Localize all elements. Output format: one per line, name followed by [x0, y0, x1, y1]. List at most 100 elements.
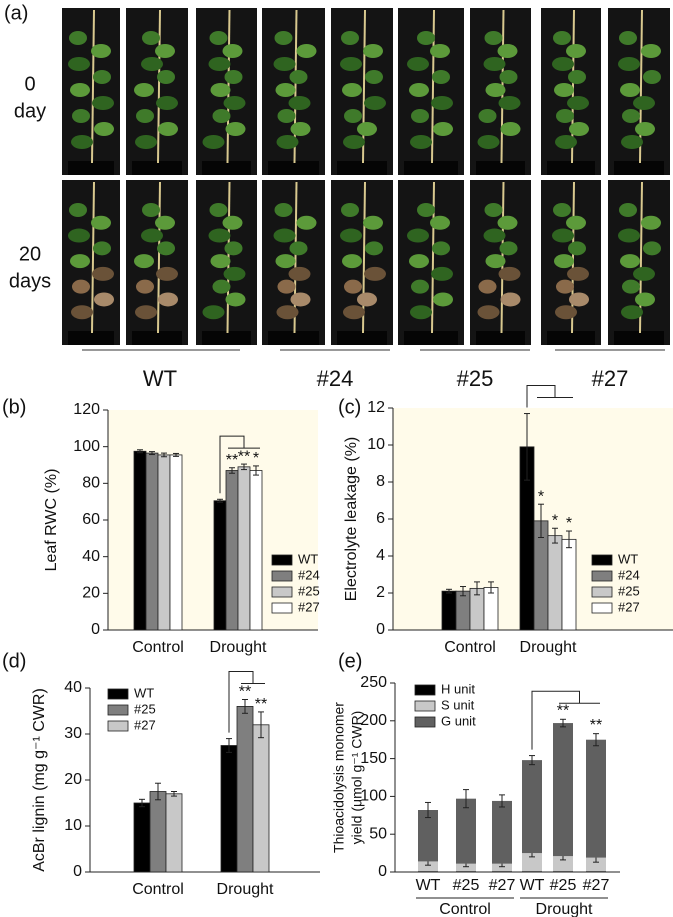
leaf [357, 122, 377, 136]
bar-segment [553, 856, 573, 872]
pot [68, 331, 114, 345]
error-bar [139, 798, 145, 808]
leaf [478, 279, 497, 294]
error-bar [155, 782, 161, 801]
photo [331, 8, 393, 175]
error-bar [474, 581, 480, 596]
leaf [432, 241, 450, 256]
leaf [483, 57, 506, 71]
y-tick-label: 100 [73, 438, 100, 455]
leaf [134, 254, 154, 269]
leaf [643, 241, 661, 256]
panel-label: (b) [2, 396, 26, 418]
y-tick-label: 6 [376, 510, 385, 527]
x-tick-label: Control [132, 639, 184, 656]
photo [331, 180, 393, 345]
pot [547, 331, 595, 345]
leaf [202, 305, 225, 320]
leaf [485, 254, 506, 269]
leaf [208, 57, 231, 71]
leaf [94, 292, 114, 307]
leaf [365, 70, 383, 84]
leaf [363, 215, 383, 230]
stake [91, 9, 95, 164]
leaf [635, 122, 655, 136]
y-axis-label: Leaf RWC (%) [43, 469, 60, 572]
y-tick-label: 0 [378, 863, 387, 880]
leaf [290, 292, 311, 307]
leaf [289, 241, 308, 256]
bar [149, 791, 167, 873]
leaf [69, 31, 87, 45]
pot [268, 161, 319, 175]
pot [476, 161, 525, 175]
leaf [134, 83, 154, 97]
leaf [274, 31, 293, 45]
leaf [209, 31, 228, 45]
leaf [275, 254, 296, 269]
significance: ** [239, 684, 251, 701]
x-tick-label: #25 [453, 877, 480, 894]
leaf [344, 109, 362, 123]
leaf [620, 83, 640, 97]
bar [236, 706, 254, 873]
significance: ** [238, 448, 250, 465]
genotype-label: WT [143, 366, 177, 391]
error-bar [593, 733, 599, 747]
leaf [155, 215, 175, 230]
significance-bracket [526, 385, 573, 408]
y-tick-label: 250 [360, 674, 387, 691]
leaf [552, 228, 574, 243]
bar [145, 452, 159, 631]
row-label: days [9, 270, 51, 292]
significance-bracket [219, 435, 260, 494]
leaf [155, 44, 175, 58]
bar-segment [586, 739, 606, 858]
significance: * [552, 512, 558, 529]
bar-segment [456, 871, 476, 872]
leaf [410, 135, 432, 149]
bar-segment [456, 863, 476, 872]
leaf [431, 96, 453, 110]
leaf [619, 203, 637, 217]
x-tick-label: #27 [583, 877, 610, 894]
bar [157, 454, 171, 631]
leaf [433, 122, 453, 136]
stake [157, 9, 161, 164]
bar [169, 454, 183, 631]
leaf [158, 292, 178, 307]
leaf [210, 83, 231, 97]
bar-segment [522, 871, 542, 872]
error-bar [173, 452, 179, 457]
y-tick-label: 30 [64, 725, 82, 742]
row-label: 20 [19, 243, 41, 265]
y-tick-label: 4 [376, 547, 385, 564]
error-bar [446, 588, 452, 594]
leaf [643, 70, 661, 84]
pot [132, 161, 182, 175]
leaf [212, 109, 231, 123]
leaf [622, 109, 640, 123]
leaf [71, 135, 93, 149]
bar [561, 538, 577, 631]
leaf [410, 305, 432, 320]
leaf [344, 279, 362, 294]
legend-label: #24 [298, 567, 320, 582]
legend-label: #27 [618, 599, 640, 614]
leaf [209, 203, 228, 217]
leaf [69, 203, 87, 217]
leaf [288, 96, 311, 110]
leaf [554, 254, 574, 269]
leaf [225, 122, 246, 136]
leaf [276, 135, 299, 149]
significance: * [253, 450, 259, 467]
leaf [621, 135, 643, 149]
plot-background [90, 688, 320, 872]
significance: ** [255, 696, 267, 713]
y-axis-label: Electrolyte leakage (%) [343, 437, 360, 602]
leaf [223, 266, 246, 281]
leaf [485, 83, 506, 97]
y-axis-label: AcBr lignin (mg g⁻¹ CWR) [31, 688, 48, 872]
leaf [363, 44, 383, 58]
y-tick-label: 0 [376, 621, 385, 638]
